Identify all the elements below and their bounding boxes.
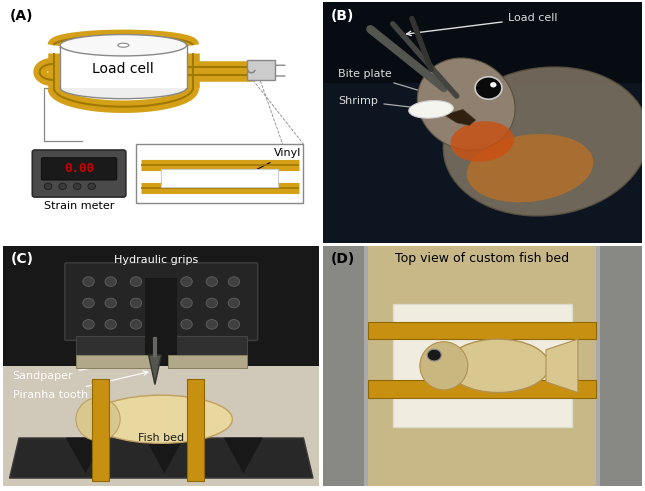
Bar (364, 246, 368, 486)
Circle shape (206, 277, 217, 286)
Bar (368, 322, 597, 339)
Ellipse shape (450, 121, 514, 162)
Text: Bite plate: Bite plate (339, 69, 433, 96)
FancyBboxPatch shape (65, 263, 257, 340)
Circle shape (105, 277, 116, 286)
Ellipse shape (443, 67, 645, 216)
Polygon shape (66, 438, 104, 473)
Ellipse shape (76, 398, 120, 440)
Bar (368, 246, 597, 486)
Polygon shape (10, 438, 313, 478)
Circle shape (45, 183, 52, 190)
Ellipse shape (420, 342, 468, 390)
Circle shape (181, 298, 192, 308)
Bar (76, 355, 155, 368)
Bar (161, 169, 278, 187)
Circle shape (206, 320, 217, 329)
Circle shape (130, 298, 142, 308)
Ellipse shape (60, 34, 186, 56)
Ellipse shape (467, 134, 593, 202)
Circle shape (475, 77, 502, 99)
Text: Top view of custom fish bed: Top view of custom fish bed (395, 252, 569, 265)
Bar (322, 246, 364, 486)
Bar (92, 379, 109, 481)
Text: Piranha tooth: Piranha tooth (13, 371, 148, 400)
Circle shape (74, 183, 81, 190)
Bar (60, 45, 186, 88)
Ellipse shape (409, 101, 453, 118)
Polygon shape (546, 339, 578, 392)
Bar (322, 2, 642, 82)
Polygon shape (148, 355, 161, 384)
Circle shape (130, 320, 142, 329)
Text: (D): (D) (330, 252, 355, 266)
Bar (168, 355, 246, 368)
Bar (600, 246, 642, 486)
Text: Load cell: Load cell (406, 13, 557, 36)
Circle shape (206, 298, 217, 308)
Text: Shrimp: Shrimp (339, 96, 427, 110)
Text: 0.00: 0.00 (64, 162, 94, 175)
Circle shape (130, 277, 142, 286)
Bar (597, 246, 600, 486)
Ellipse shape (90, 395, 232, 443)
Bar (246, 60, 275, 80)
Bar (136, 144, 303, 203)
Circle shape (105, 320, 116, 329)
Bar (3, 246, 319, 366)
Bar (393, 304, 571, 427)
Circle shape (88, 183, 95, 190)
Circle shape (83, 320, 94, 329)
Bar (368, 381, 597, 398)
Circle shape (83, 298, 94, 308)
Polygon shape (145, 438, 183, 473)
Ellipse shape (118, 43, 129, 47)
Text: Sandpaper: Sandpaper (13, 364, 110, 381)
FancyBboxPatch shape (41, 158, 117, 180)
Circle shape (59, 183, 66, 190)
Ellipse shape (60, 77, 186, 99)
FancyBboxPatch shape (32, 150, 126, 197)
Bar (145, 277, 177, 360)
Polygon shape (444, 109, 476, 125)
Text: Load cell: Load cell (92, 62, 154, 76)
Bar (76, 336, 155, 355)
Text: Fish bed: Fish bed (138, 433, 184, 443)
Text: (B): (B) (330, 9, 354, 23)
Circle shape (181, 277, 192, 286)
Text: Hydraulic grips: Hydraulic grips (114, 255, 198, 265)
Circle shape (228, 298, 240, 308)
Text: Strain meter: Strain meter (44, 201, 114, 211)
Ellipse shape (417, 58, 515, 150)
Text: Vinyl: Vinyl (243, 148, 301, 176)
Polygon shape (224, 438, 263, 473)
Circle shape (181, 320, 192, 329)
Ellipse shape (447, 339, 549, 392)
Circle shape (490, 82, 497, 87)
Bar (168, 336, 246, 355)
Circle shape (427, 349, 441, 361)
Circle shape (228, 320, 240, 329)
Circle shape (228, 277, 240, 286)
Circle shape (83, 277, 94, 286)
Text: (C): (C) (11, 252, 34, 266)
Circle shape (105, 298, 116, 308)
Bar (186, 379, 204, 481)
Text: (A): (A) (10, 9, 33, 23)
